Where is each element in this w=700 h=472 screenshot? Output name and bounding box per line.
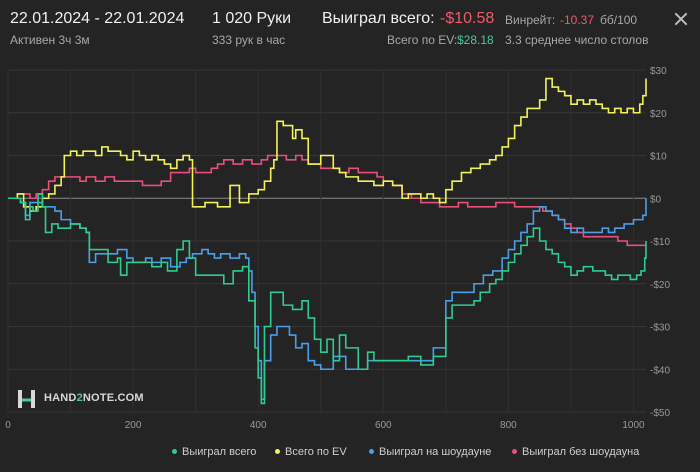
close-icon[interactable] bbox=[674, 12, 688, 26]
x-tick-label: 800 bbox=[500, 420, 517, 431]
ev-value: $28.18 bbox=[457, 33, 494, 47]
active-time: Активен 3ч 3м bbox=[10, 33, 90, 47]
winrate-label: Винрейт: bbox=[505, 13, 556, 27]
x-tick-label: 400 bbox=[250, 420, 267, 431]
legend-item-won-total[interactable]: Выиграл всего bbox=[172, 446, 256, 458]
won-value: -$10.58 bbox=[440, 10, 495, 27]
x-tick-label: 200 bbox=[125, 420, 142, 431]
series-line-2 bbox=[8, 197, 647, 400]
legend-dot bbox=[512, 448, 517, 454]
y-tick-label: -$50 bbox=[650, 408, 670, 419]
legend-dot bbox=[172, 448, 177, 454]
x-tick-label: 1000 bbox=[622, 420, 645, 431]
hand2note-logo-text: HAND2NOTE.COM bbox=[44, 392, 144, 404]
x-tick-label: 600 bbox=[375, 420, 392, 431]
chart-series bbox=[8, 77, 647, 405]
y-tick-label: -$20 bbox=[650, 280, 670, 291]
winrate-unit: бб/100 bbox=[600, 13, 638, 27]
x-tick-label: 0 bbox=[5, 420, 11, 431]
session-header: 22.01.2024 - 22.01.2024 Активен 3ч 3м 1 … bbox=[0, 0, 700, 56]
series-line-1 bbox=[8, 77, 647, 212]
hand2note-logo-icon bbox=[18, 390, 35, 408]
date-range: 22.01.2024 - 22.01.2024 bbox=[10, 10, 185, 27]
winrate-value: -10.37 bbox=[560, 13, 595, 27]
y-tick-label: -$10 bbox=[650, 237, 670, 248]
hands-rate: 333 рук в час bbox=[212, 33, 286, 47]
chart-legend: Выиграл всего Всего по EV Выиграл на шоу… bbox=[0, 446, 700, 462]
y-tick-label: $20 bbox=[650, 109, 667, 120]
legend-dot bbox=[369, 448, 374, 454]
ev-label: Всего по EV: bbox=[387, 33, 458, 47]
series-line-3 bbox=[8, 154, 646, 247]
chart-grid bbox=[7, 69, 646, 413]
legend-dot bbox=[275, 448, 280, 454]
results-chart: $30 $20 $10 $0 -$10 -$20 -$30 -$40 -$50 0 200 400 60… bbox=[5, 66, 670, 431]
legend-item-non-showdown[interactable]: Выиграл без шоудауна bbox=[512, 446, 639, 458]
avg-tables: 3.3 среднее число столов bbox=[505, 33, 649, 47]
legend-item-showdown[interactable]: Выиграл на шоудауне bbox=[369, 446, 491, 458]
won-label: Выиграл всего: bbox=[322, 10, 435, 27]
y-tick-label: -$40 bbox=[650, 365, 670, 376]
y-tick-label: $10 bbox=[650, 152, 667, 163]
y-tick-label: -$30 bbox=[650, 323, 670, 334]
series-line-0 bbox=[8, 193, 647, 405]
chart-ticks: $30 $20 $10 $0 -$10 -$20 -$30 -$40 -$50 0 200 400 60… bbox=[5, 66, 670, 431]
hands-count: 1 020 Руки bbox=[212, 10, 292, 27]
y-tick-label: $30 bbox=[650, 66, 667, 77]
legend-item-ev[interactable]: Всего по EV bbox=[275, 446, 347, 458]
y-tick-label: $0 bbox=[650, 194, 662, 205]
